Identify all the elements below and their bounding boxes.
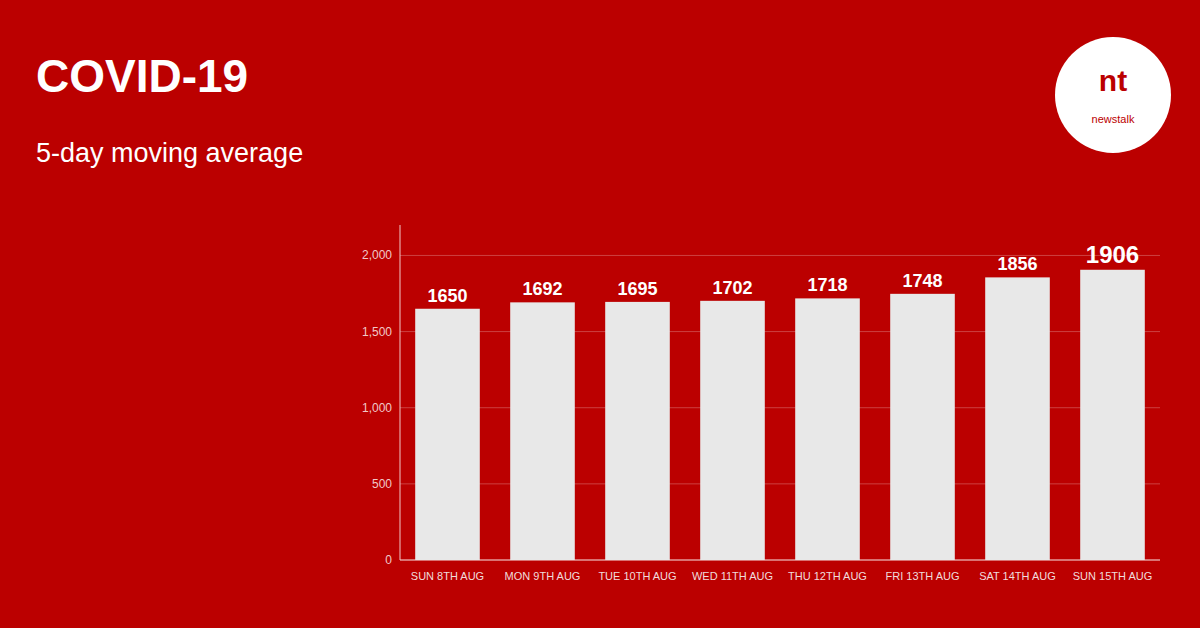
x-tick-label: SAT 14TH AUG [979, 570, 1056, 582]
x-axis: SUN 8TH AUG MON 9TH AUG TUE 10TH AUG WED 11… [411, 570, 1152, 582]
y-tick-label: 1,000 [362, 401, 392, 415]
y-axis: 0 500 1,000 1,500 2,000 [362, 225, 1160, 567]
bar [985, 277, 1050, 560]
x-tick-label: THU 12TH AUG [788, 570, 867, 582]
data-label: 1718 [807, 275, 847, 295]
y-tick-label: 1,500 [362, 325, 392, 339]
annotation: newstalk [1092, 113, 1135, 125]
chart: COVID-19 5-day moving average nt newstalk 0 5… [0, 0, 1200, 628]
data-label: 1906 [1086, 241, 1139, 268]
bar [415, 309, 480, 560]
bar [510, 302, 575, 560]
x-tick-label: FRI 13TH AUG [886, 570, 960, 582]
bar [605, 302, 670, 560]
x-tick-label: SUN 15TH AUG [1073, 570, 1152, 582]
x-tick-label: SUN 8TH AUG [411, 570, 484, 582]
bars [415, 270, 1145, 560]
y-tick-label: 0 [385, 553, 392, 567]
annotation: nt [1099, 64, 1127, 97]
title: COVID-19 [36, 50, 248, 102]
data-labels: 1650 1692 1695 1702 1718 1748 1856 1906 [427, 241, 1139, 306]
x-tick-label: TUE 10TH AUG [598, 570, 676, 582]
x-tick-label: WED 11TH AUG [692, 570, 773, 582]
bar [890, 294, 955, 560]
y-tick-label: 500 [372, 477, 392, 491]
data-label: 1856 [997, 254, 1037, 274]
data-label: 1650 [427, 286, 467, 306]
y-axis-line [400, 225, 401, 560]
data-label: 1748 [902, 271, 942, 291]
bar [700, 301, 765, 560]
bar [795, 298, 860, 560]
x-tick-label: MON 9TH AUG [505, 570, 581, 582]
data-label: 1695 [617, 279, 657, 299]
data-label: 1692 [522, 279, 562, 299]
grid [400, 255, 1160, 560]
subtitle: 5-day moving average [36, 138, 303, 168]
logo-circle [1055, 37, 1171, 153]
y-tick-label: 2,000 [362, 248, 392, 262]
background [0, 0, 1200, 628]
grid-line [400, 255, 1160, 256]
data-label: 1702 [712, 278, 752, 298]
bar [1080, 270, 1145, 560]
